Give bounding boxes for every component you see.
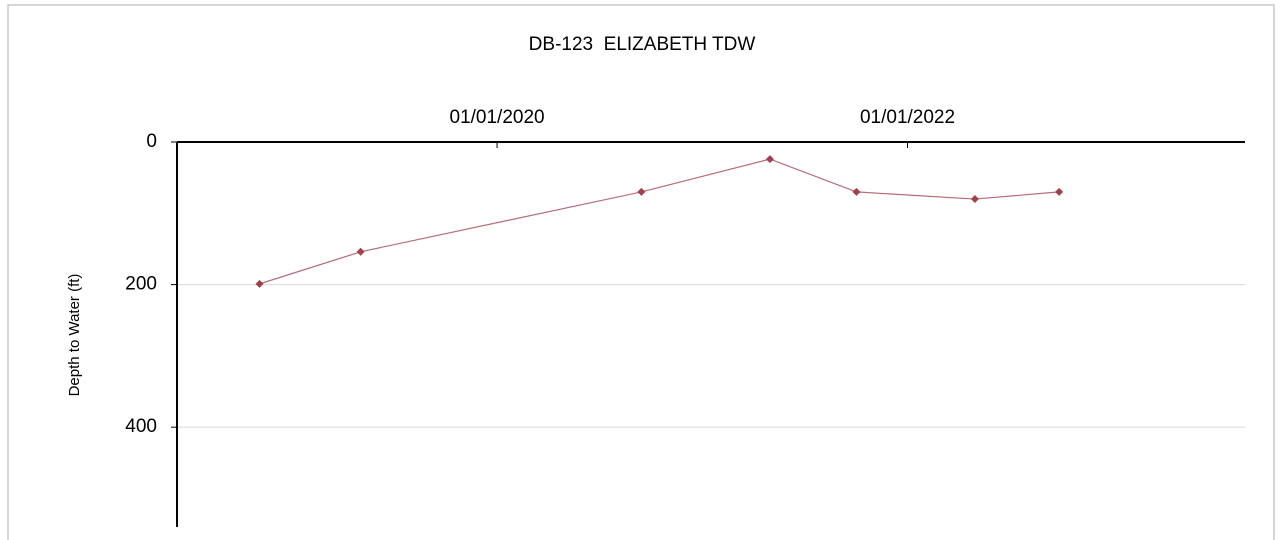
data-point	[1055, 187, 1064, 196]
data-point	[765, 155, 774, 164]
x-tick-label: 01/01/2022	[860, 107, 955, 128]
data-point	[852, 187, 861, 196]
x-tick-label: 01/01/2020	[450, 107, 545, 128]
data-point	[356, 247, 365, 256]
y-axis-label: Depth to Water (ft)	[66, 274, 83, 397]
y-tick-label: 0	[146, 131, 157, 152]
chart-title: DB-123 ELIZABETH TDW	[529, 34, 756, 55]
data-point	[970, 195, 979, 204]
data-point	[255, 279, 264, 288]
frame	[7, 4, 1275, 540]
data-line	[259, 158, 1060, 285]
data-point	[637, 187, 646, 196]
y-tick-label: 200	[125, 274, 157, 295]
y-tick-label: 400	[125, 416, 157, 437]
